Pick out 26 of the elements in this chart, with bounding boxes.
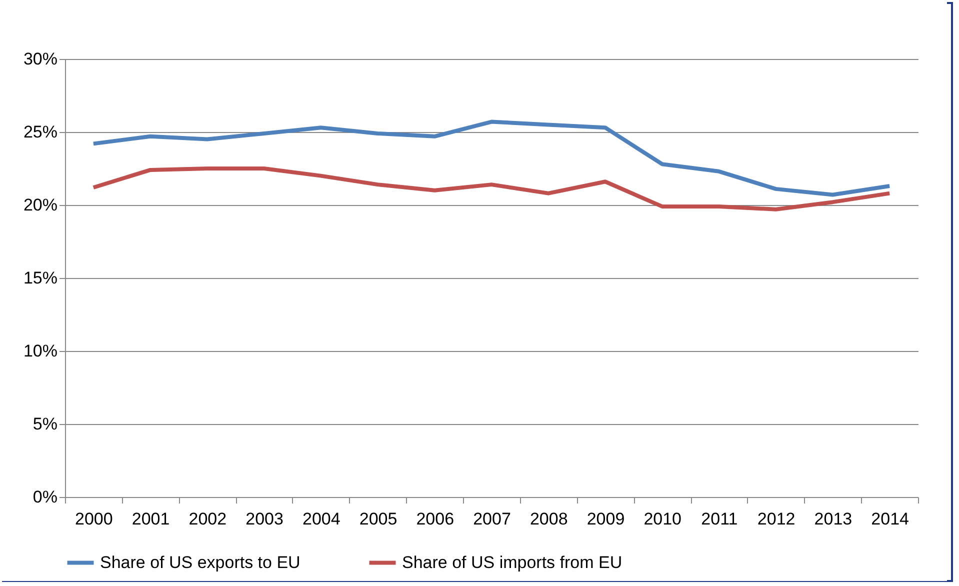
x-tick-label: 2007 bbox=[473, 510, 511, 528]
x-tick-label: 2008 bbox=[530, 510, 568, 528]
y-tick-label: 30% bbox=[23, 50, 58, 68]
legend-label: Share of US imports from EU bbox=[402, 552, 622, 572]
x-tick-label: 2009 bbox=[586, 510, 625, 528]
legend-label: Share of US exports to EU bbox=[100, 552, 300, 572]
line-series bbox=[91, 166, 892, 212]
y-tick-label: 0% bbox=[32, 488, 58, 506]
x-tick-label: 2014 bbox=[871, 510, 909, 528]
x-tick-label: 2001 bbox=[132, 510, 170, 528]
x-tick-label: 2003 bbox=[246, 510, 284, 528]
x-tick-label: 2002 bbox=[188, 510, 227, 528]
x-tick-label: 2012 bbox=[757, 510, 796, 528]
x-tick-label: 2004 bbox=[302, 510, 340, 528]
x-tick-label: 2000 bbox=[75, 510, 113, 528]
x-tick-label: 2013 bbox=[814, 510, 852, 528]
x-tick-label: 2005 bbox=[359, 510, 398, 528]
x-tick-label: 2006 bbox=[416, 510, 454, 528]
y-tick-label: 15% bbox=[23, 268, 58, 288]
y-tick-label: 5% bbox=[32, 414, 58, 434]
y-tick-label: 25% bbox=[23, 122, 58, 142]
y-tick-label: 10% bbox=[23, 342, 58, 360]
line-series bbox=[91, 120, 892, 197]
x-tick-label: 2010 bbox=[644, 510, 682, 528]
y-tick-label: 20% bbox=[23, 196, 58, 214]
x-tick-label: 2011 bbox=[701, 510, 738, 528]
